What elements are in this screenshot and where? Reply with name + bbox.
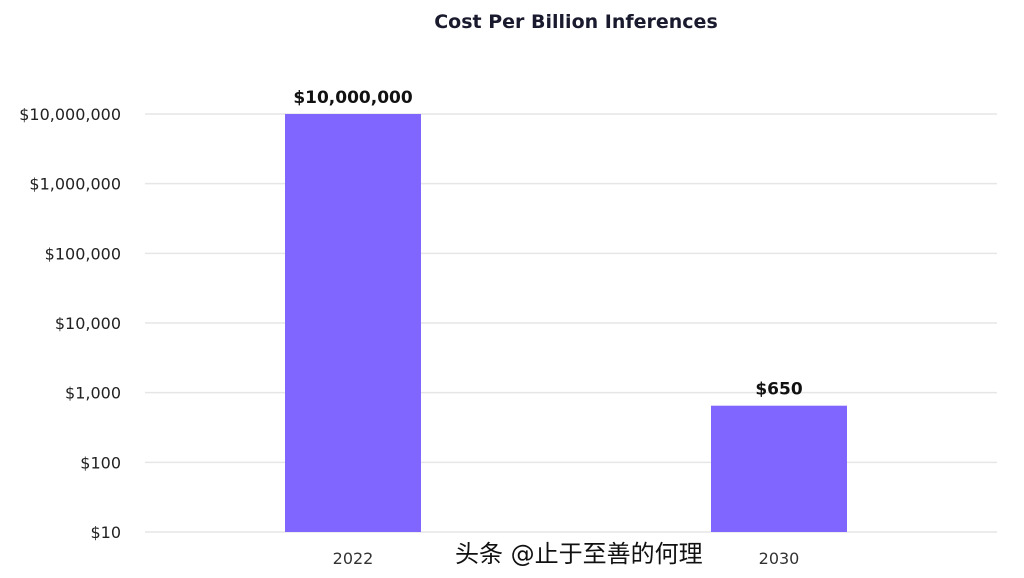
- y-tick-label: $1,000: [65, 384, 121, 403]
- y-tick-label: $10,000,000: [19, 105, 121, 124]
- x-tick-label: 2030: [759, 549, 800, 568]
- y-tick-label: $100,000: [45, 244, 121, 263]
- bar-2022: [285, 114, 421, 532]
- y-tick-label: $100: [80, 453, 121, 472]
- y-tick-label: $10: [90, 523, 121, 542]
- y-tick-label: $1,000,000: [29, 175, 121, 194]
- data-label: $650: [755, 380, 802, 400]
- y-tick-label: $10,000: [55, 314, 121, 333]
- x-tick-label: 2022: [333, 549, 374, 568]
- bar-2030: [711, 405, 847, 532]
- data-label: $10,000,000: [293, 88, 413, 108]
- watermark: 头条 @止于至善的何理: [455, 540, 703, 568]
- chart-title: Cost Per Billion Inferences: [434, 11, 718, 33]
